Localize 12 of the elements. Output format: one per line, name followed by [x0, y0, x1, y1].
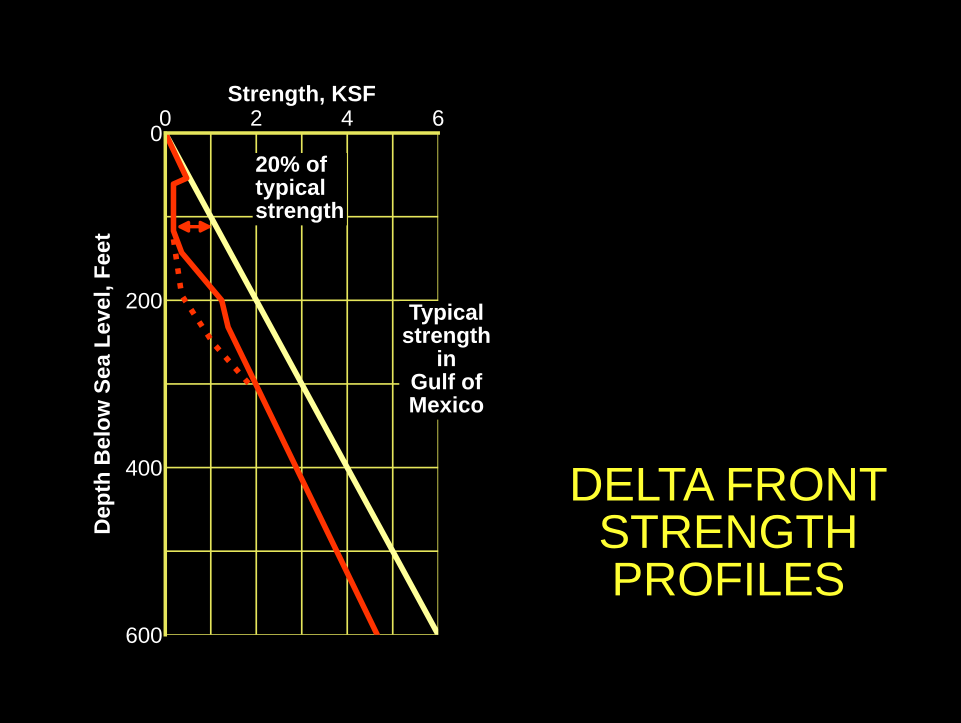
text: DELTA FRONT STRENGTH PROFILES — [573, 467, 887, 596]
x-axis-title: Strength, KSF — [228, 85, 376, 106]
x-tick-label: 2 — [251, 110, 262, 126]
y-tick-label: 400 — [126, 460, 162, 476]
x-tick-label: 4 — [342, 110, 353, 126]
y-tick-label: 0 — [151, 126, 162, 142]
x-tick-label: 6 — [433, 110, 444, 126]
annotation: Typical strength in Gulf of Mexico — [402, 304, 490, 413]
y-tick-label: 200 — [126, 292, 162, 309]
annotation: 20% of typical strength — [256, 156, 343, 223]
y-tick-label: 600 — [126, 627, 162, 644]
y-axis-title: Depth Below Sea Level, Feet — [94, 234, 114, 534]
